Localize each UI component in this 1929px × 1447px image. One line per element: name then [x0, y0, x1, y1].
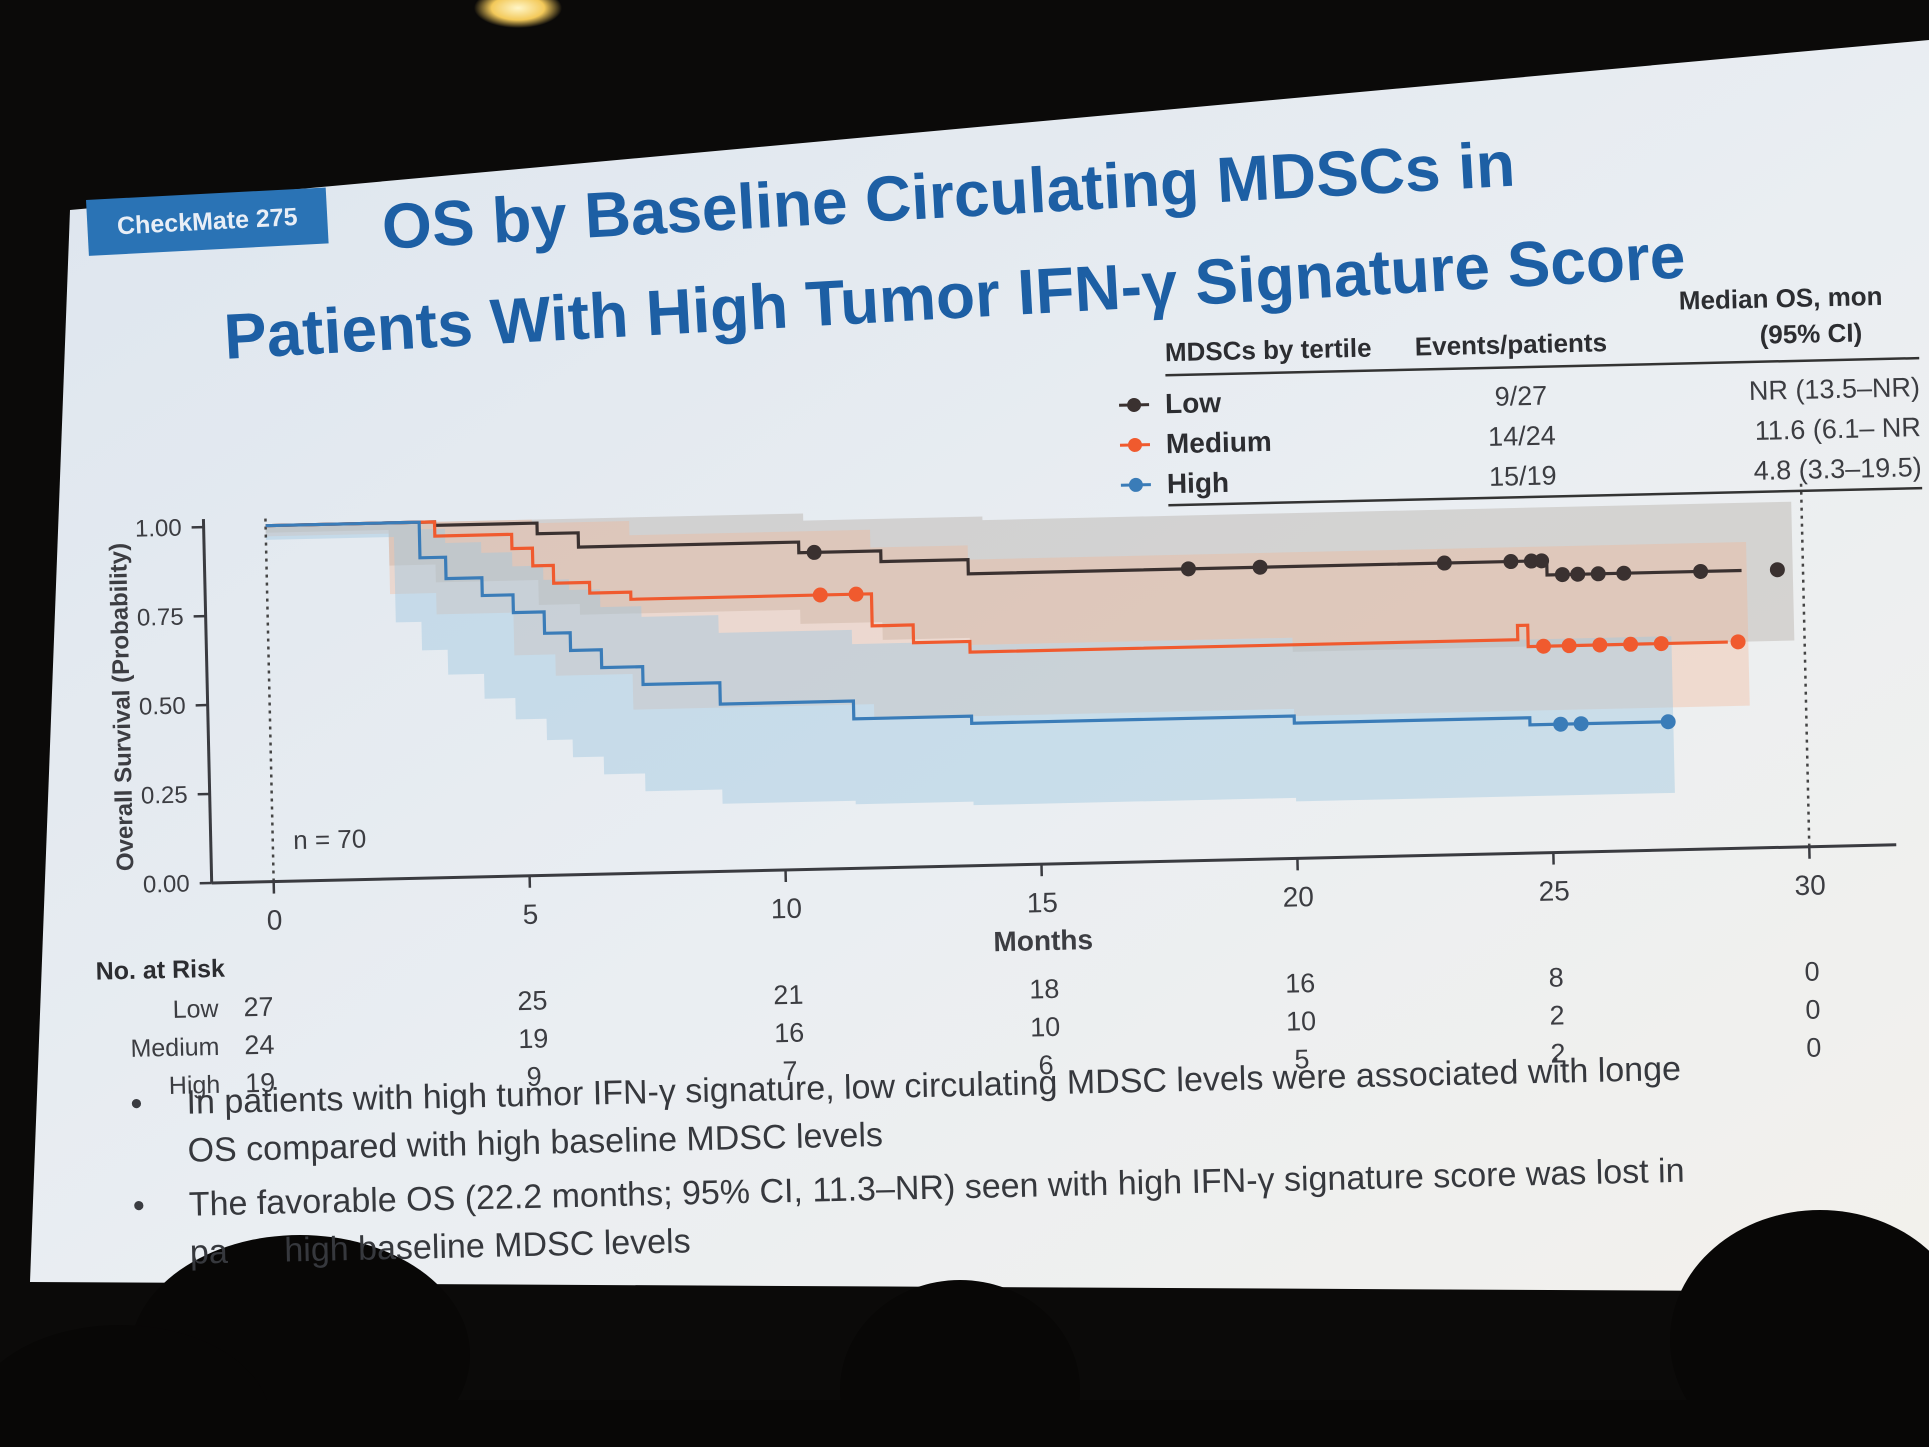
censor-medium-1	[848, 586, 864, 602]
censor-high-1	[1573, 716, 1589, 732]
risk-value-low-20: 16	[1285, 968, 1316, 999]
legend-marker-medium	[1127, 437, 1142, 452]
risk-value-low-25: 8	[1548, 962, 1564, 992]
censor-low-0	[806, 544, 822, 560]
censor-low-4	[1503, 554, 1519, 570]
legend-label-medium: Medium	[1166, 426, 1272, 459]
censor-low-7	[1554, 567, 1570, 583]
y-tick-label-4: 1.00	[135, 515, 182, 543]
censor-low-6	[1534, 553, 1550, 569]
risk-value-medium-5: 19	[518, 1023, 549, 1054]
legend-median-high: 4.8 (3.3–19.5)	[1753, 452, 1922, 486]
x-axis-title: Months	[993, 924, 1093, 957]
bullet-2-line-b: pa high baseline MDSC levels	[189, 1222, 692, 1272]
legend-col-median-1: Median OS, mon	[1679, 281, 1883, 316]
censor-low-2	[1252, 559, 1268, 575]
censor-low-8	[1570, 566, 1586, 582]
x-tick-label-4: 20	[1282, 881, 1314, 913]
legend-col-events: Events/patients	[1414, 327, 1607, 361]
censor-low-9	[1590, 566, 1606, 582]
risk-label-low: Low	[172, 995, 219, 1024]
legend-marker-high	[1128, 477, 1143, 492]
ci-band-high	[265, 522, 1675, 806]
legend-col-median-2: (95% CI)	[1759, 317, 1862, 349]
y-tick-label-1: 0.25	[141, 782, 188, 810]
legend-table: MDSCs by tertile Events/patients Median OS…	[1119, 281, 1923, 507]
y-tick-label-3: 0.75	[137, 604, 184, 632]
risk-value-medium-30: 0	[1805, 995, 1821, 1025]
censor-medium-4	[1592, 637, 1608, 653]
legend-label-low: Low	[1165, 387, 1222, 419]
x-tick-label-5: 25	[1538, 875, 1570, 907]
risk-value-medium-25: 2	[1549, 1000, 1565, 1030]
legend-median-low: NR (13.5–NR)	[1749, 372, 1921, 406]
legend-median-medium: 11.6 (6.1– NR	[1754, 412, 1921, 446]
legend-col-tertile: MDSCs by tertile	[1165, 333, 1372, 368]
ci-band-low	[265, 501, 1795, 652]
risk-value-medium-20: 10	[1286, 1006, 1317, 1037]
x-tick-label-0: 0	[266, 904, 282, 935]
risk-value-low-10: 21	[773, 980, 804, 1011]
reference-line-0	[264, 518, 275, 882]
curve-medium	[265, 520, 1728, 654]
y-axis-title: Overall Survival (Probability)	[105, 543, 139, 872]
km-plot: 0.000.250.500.751.000 5 10 15 20 25 30 Overall…	[95, 281, 1923, 1100]
x-tick-label-2: 10	[770, 893, 802, 925]
risk-value-medium-15: 10	[1030, 1012, 1061, 1043]
risk-value-low-5: 25	[517, 985, 548, 1016]
censor-medium-0	[812, 587, 828, 603]
censor-low-3	[1436, 555, 1452, 571]
y-tick-label-0: 0.00	[143, 871, 190, 899]
legend-footer-rule	[1168, 486, 1923, 507]
censor-medium-3	[1561, 638, 1577, 654]
risk-value-low-30: 0	[1804, 957, 1820, 987]
bullet-list: In patients with high tumor IFN-γ signat…	[130, 1039, 1929, 1284]
ci-band-medium	[265, 519, 1750, 719]
censor-low-1	[1180, 561, 1196, 577]
censor-low-12	[1769, 562, 1785, 578]
y-tick-label-2: 0.50	[139, 693, 186, 721]
censor-medium-2	[1536, 638, 1552, 654]
censor-medium-5	[1623, 636, 1639, 652]
censor-medium-7	[1730, 634, 1746, 650]
x-tick-label-3: 15	[1026, 887, 1058, 919]
censor-low-10	[1616, 565, 1632, 581]
risk-value-medium-0: 24	[244, 1030, 275, 1061]
legend-events-high: 15/19	[1489, 460, 1557, 492]
censor-high-0	[1553, 716, 1569, 732]
confidence-bands	[265, 501, 1795, 806]
risk-label-medium: Medium	[130, 1033, 220, 1063]
projection-screen	[30, 40, 1929, 1292]
legend-events-low: 9/27	[1494, 381, 1547, 412]
axes: 0.00 0.25 0.50 0.75 1.00 0 5 10 15 20 25 30	[135, 515, 1897, 936]
audience-silhouettes	[0, 1210, 1929, 1447]
risk-table-title: No. at Risk	[95, 955, 225, 986]
bullet-1-line-b: OS compared with high baseline MDSC leve…	[187, 1115, 884, 1170]
legend-events-medium: 14/24	[1488, 420, 1556, 452]
risk-value-low-0: 27	[243, 992, 274, 1023]
x-axis-line	[211, 843, 1897, 885]
risk-value-medium-10: 16	[774, 1018, 805, 1049]
n-annotation: n = 70	[293, 823, 367, 855]
censor-marks	[806, 544, 1785, 732]
ceiling-lamp	[474, 0, 562, 28]
x-tick-label-6: 30	[1794, 869, 1826, 901]
legend-label-high: High	[1167, 467, 1230, 499]
legend-marker-low	[1127, 397, 1142, 412]
y-axis-line	[201, 519, 214, 884]
risk-value-low-15: 18	[1029, 974, 1060, 1005]
legend-header-rule	[1165, 356, 1920, 377]
censor-high-2	[1660, 714, 1676, 730]
survival-curves	[265, 520, 1742, 727]
censor-medium-6	[1653, 636, 1669, 652]
curve-high	[265, 520, 1669, 727]
x-tick-label-1: 5	[522, 899, 538, 930]
reference-line-30	[1799, 483, 1811, 847]
censor-low-11	[1693, 563, 1709, 579]
